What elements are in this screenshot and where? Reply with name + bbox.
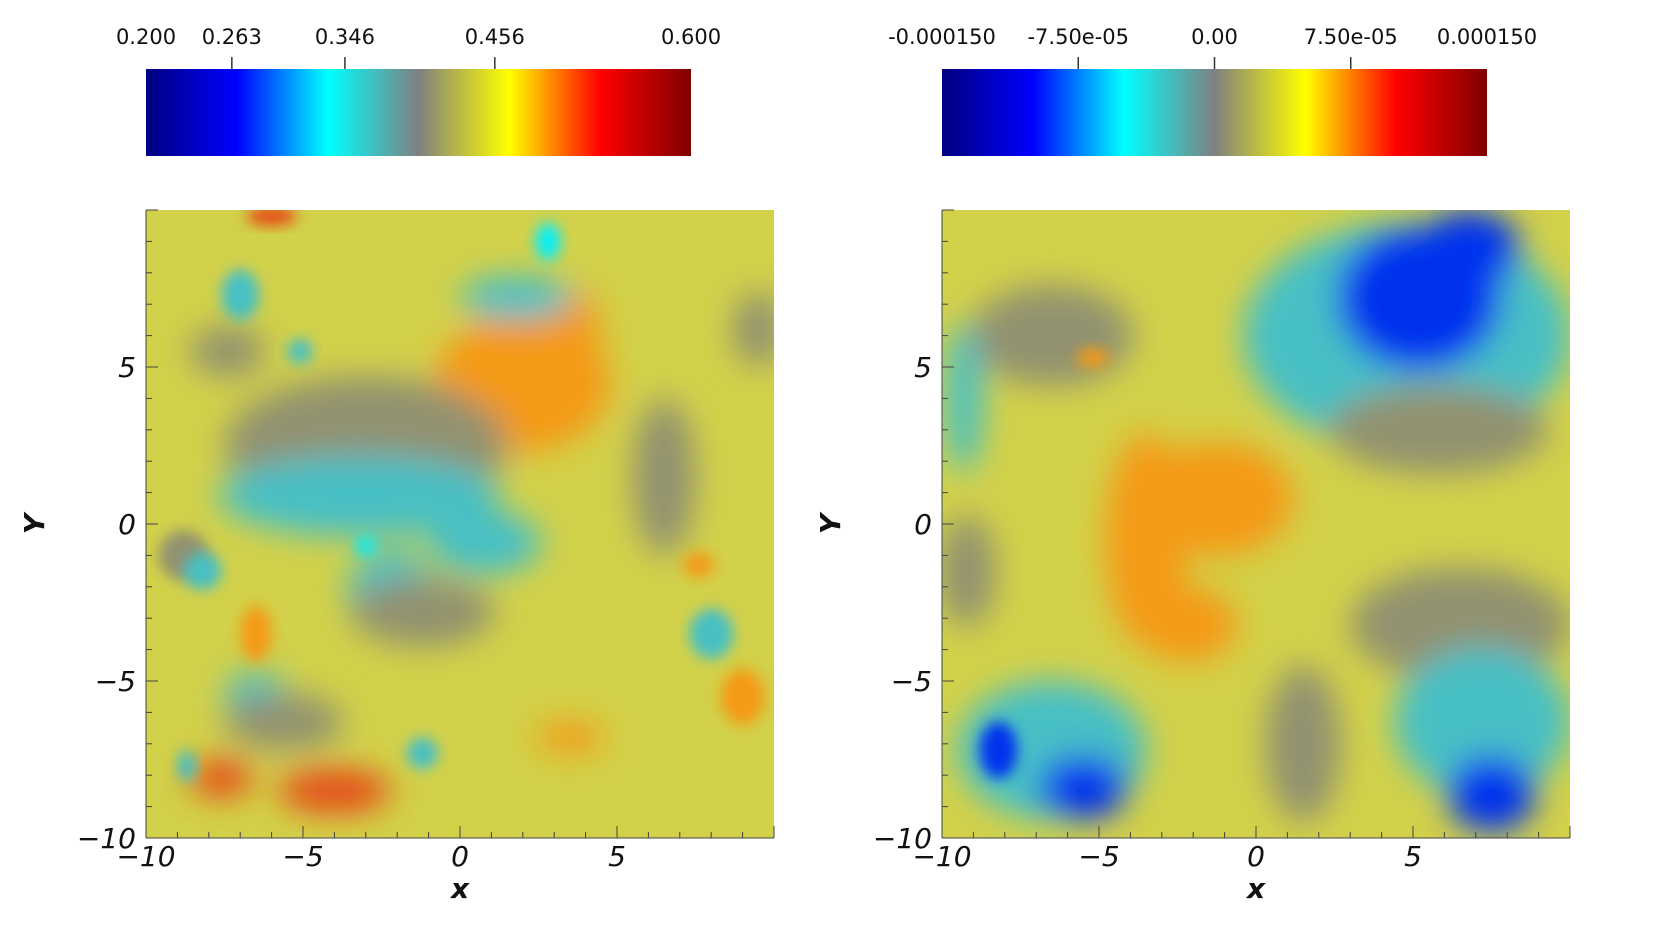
y-tick-label: −5 — [891, 665, 932, 698]
heatmap-blob-orange — [1142, 442, 1294, 556]
x-tick-label: −5 — [1078, 840, 1119, 873]
x-axis-title: x — [449, 872, 470, 905]
colorbar-tick-label: 0.200 — [116, 25, 176, 49]
heatmap-field-2 — [942, 210, 1570, 838]
x-tick-label: 0 — [1247, 840, 1265, 873]
heatmap-blob-orange — [682, 552, 715, 578]
heatmap-blob-red — [246, 210, 297, 226]
x-tick-label: −10 — [116, 840, 175, 873]
heatmap-blob-gray — [1265, 665, 1341, 823]
heatmap-blob-cyan — [460, 275, 574, 320]
heatmap-blob-gray — [224, 693, 344, 751]
colorbar-1 — [146, 69, 691, 156]
heatmap-blob-bright_cyan — [535, 222, 561, 261]
heatmap-blob-bright_cyan — [356, 536, 376, 556]
heatmap-blob-gray — [632, 398, 696, 556]
heatmap-blob-orange — [1136, 586, 1238, 663]
y-axis-title: Y — [18, 511, 51, 534]
x-tick-label: 5 — [1404, 840, 1422, 873]
heatmap-blob-orange — [240, 605, 272, 663]
heatmap-blob-orange — [1077, 348, 1109, 367]
heatmap-blob-orange — [535, 721, 605, 754]
y-tick-label: 5 — [914, 351, 932, 384]
x-tick-label: 5 — [608, 840, 626, 873]
chart-panel-2: -0.000150 -7.50e-05 0.00 7.50e-05 0.000150 −1… — [814, 25, 1571, 905]
heatmap-blob-red — [189, 759, 253, 798]
colorbar-tick-label: 0.600 — [661, 25, 721, 49]
axes-2: −10 −5 0 5 −10 −5 0 5 x Y — [814, 209, 1571, 905]
heatmap-blob-orange — [720, 668, 765, 725]
colorbar-tick-label: 0.00 — [1191, 25, 1238, 49]
heatmap-blob-blue — [979, 721, 1018, 779]
heatmap-blob-cyan — [183, 552, 222, 590]
heatmap-blob-blue — [1419, 210, 1520, 286]
heatmap-blob-gray — [970, 285, 1134, 386]
axes-1: −10 −5 0 5 −10 −5 0 5 x Y — [18, 209, 775, 905]
heatmap-blob-cyan — [428, 511, 542, 575]
heatmap-field-1 — [146, 210, 774, 838]
y-tick-label: 5 — [118, 351, 136, 384]
heatmap-blob-red — [277, 768, 391, 813]
heatmap-blob-cyan — [177, 750, 197, 782]
colorbar-tick-label: 7.50e-05 — [1304, 25, 1398, 49]
colorbar-2 — [942, 69, 1487, 156]
heatmap-blob-cyan — [1394, 646, 1570, 798]
heatmap-blob-gray — [942, 514, 996, 628]
heatmap-blob-gray — [189, 326, 266, 377]
x-tick-label: −5 — [282, 840, 323, 873]
heatmap-blob-cyan — [218, 454, 501, 537]
heatmap-blob-cyan — [945, 323, 983, 474]
heatmap-blob-blue — [1447, 756, 1536, 832]
heatmap-blob-cyan — [221, 269, 260, 320]
y-tick-label: −10 — [77, 822, 136, 855]
colorbar-tick-label: 0.263 — [202, 25, 262, 49]
heatmap-blob-cyan — [689, 608, 734, 660]
heatmap-blob-gray — [733, 291, 774, 367]
heatmap-blob-gray — [350, 577, 495, 647]
y-axis-title: Y — [814, 511, 847, 534]
colorbar-tick-label: -7.50e-05 — [1027, 25, 1129, 49]
x-tick-label: −10 — [912, 840, 971, 873]
colorbar-tick-label: 0.456 — [465, 25, 525, 49]
colorbar-tick-label: 0.346 — [315, 25, 375, 49]
x-axis-title: x — [1245, 872, 1266, 905]
y-tick-label: 0 — [118, 508, 136, 541]
heatmap-blob-gray — [1328, 385, 1549, 474]
heatmap-blob-cyan — [287, 338, 313, 364]
heatmap-blob-cyan — [406, 737, 439, 769]
chart-panel-1: 0.200 0.263 0.346 0.456 0.600 −10 −5 0 5 −10 −5 0 5 x… — [18, 25, 775, 905]
y-tick-label: −10 — [873, 822, 932, 855]
heatmap-blob-blue — [1039, 756, 1128, 820]
colorbar-tick-label: -0.000150 — [888, 25, 996, 49]
y-tick-label: 0 — [914, 508, 932, 541]
y-tick-label: −5 — [95, 665, 136, 698]
colorbar-tick-label: 0.000150 — [1437, 25, 1537, 49]
x-tick-label: 0 — [451, 840, 469, 873]
